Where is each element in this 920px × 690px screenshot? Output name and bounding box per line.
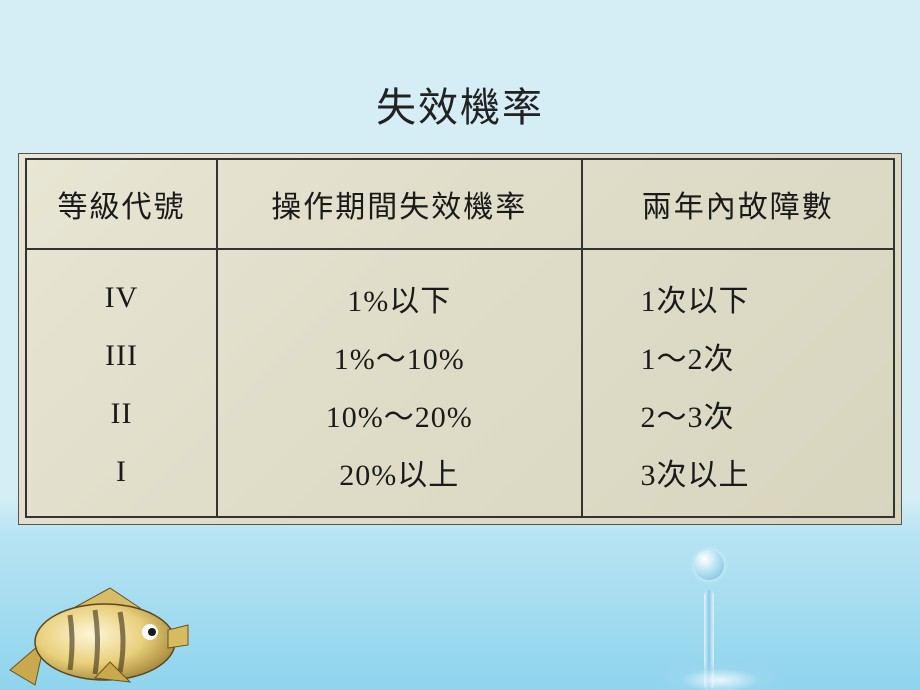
water-base-icon: [650, 660, 790, 690]
cell-grade: IV: [26, 249, 217, 328]
slide-title: 失效機率: [0, 0, 920, 153]
col-header-failure-rate: 操作期間失效機率: [217, 159, 582, 249]
col-header-fault-count: 兩年內故障數: [582, 159, 895, 249]
cell-failure-rate: 1%以下: [217, 249, 582, 328]
cell-fault-count: 2～3次: [582, 386, 895, 444]
fish-icon: [0, 570, 190, 690]
table-header-row: 等級代號 操作期間失效機率 兩年內故障數: [26, 159, 894, 249]
cell-grade: I: [26, 444, 217, 517]
cell-failure-rate: 1%～10%: [217, 328, 582, 386]
cell-grade: II: [26, 386, 217, 444]
cell-fault-count: 3次以上: [582, 444, 895, 517]
col-header-grade: 等級代號: [26, 159, 217, 249]
water-splash-icon: [650, 550, 770, 690]
failure-rate-table: 等級代號 操作期間失效機率 兩年內故障數 IV 1%以下 1次以下 III 1%…: [25, 158, 895, 518]
cell-fault-count: 1次以下: [582, 249, 895, 328]
table-paper-bg: 等級代號 操作期間失效機率 兩年內故障數 IV 1%以下 1次以下 III 1%…: [19, 154, 901, 524]
water-drop-icon: [694, 550, 724, 580]
cell-grade: III: [26, 328, 217, 386]
cell-failure-rate: 10%～20%: [217, 386, 582, 444]
table-row: III 1%～10% 1～2次: [26, 328, 894, 386]
table-row: II 10%～20% 2～3次: [26, 386, 894, 444]
failure-rate-table-container: 等級代號 操作期間失效機率 兩年內故障數 IV 1%以下 1次以下 III 1%…: [18, 153, 902, 525]
cell-fault-count: 1～2次: [582, 328, 895, 386]
table-row: IV 1%以下 1次以下: [26, 249, 894, 328]
table-row: I 20%以上 3次以上: [26, 444, 894, 517]
water-stem-icon: [704, 590, 714, 690]
cell-failure-rate: 20%以上: [217, 444, 582, 517]
